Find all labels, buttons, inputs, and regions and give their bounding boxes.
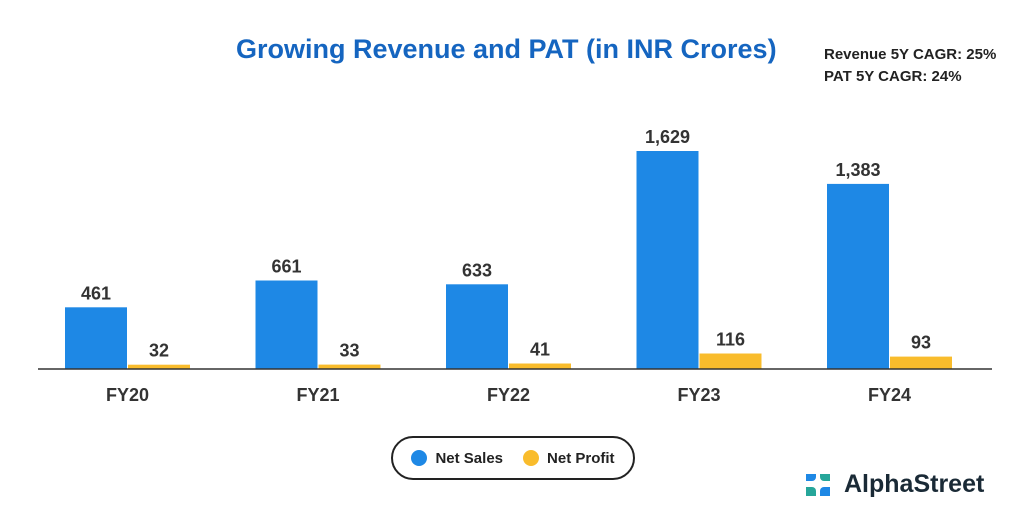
- value-label-net-profit-fy21: 33: [339, 341, 359, 361]
- pat-cagr: PAT 5Y CAGR: 24%: [824, 68, 962, 85]
- bar-net-profit-fy22: [509, 363, 571, 369]
- legend-item-net-sales: Net Sales: [411, 450, 503, 467]
- cagr-summary: Revenue 5Y CAGR: 25% PAT 5Y CAGR: 24%: [824, 44, 996, 88]
- brand-name: AlphaStreet: [844, 470, 985, 498]
- brand-logo: AlphaStreet: [804, 470, 984, 499]
- bar-net-sales-fy24: [827, 183, 889, 369]
- bar-net-sales-fy23: [636, 151, 699, 369]
- net-profit-swatch: [523, 450, 540, 466]
- value-label-net-profit-fy20: 32: [149, 341, 169, 361]
- value-label-net-sales-fy22: 633: [462, 260, 492, 280]
- value-label-net-profit-fy24: 93: [911, 333, 931, 353]
- bar-net-profit-fy21: [318, 364, 381, 369]
- legend-label-net-sales: Net Sales: [435, 449, 504, 467]
- x-tick-label-fy23: FY23: [677, 385, 720, 405]
- x-tick-label-fy22: FY22: [487, 385, 530, 405]
- value-label-net-sales-fy20: 461: [81, 283, 111, 303]
- x-tick-label-fy21: FY21: [296, 385, 339, 405]
- legend-item-net-profit: Net Profit: [523, 450, 615, 467]
- value-label-net-profit-fy22: 41: [530, 340, 550, 360]
- value-label-net-profit-fy23: 116: [716, 330, 745, 350]
- bars-group: 461 32 661 33 633 41 1,629 116 1,383 93: [65, 127, 952, 369]
- x-tick-label-fy20: FY20: [106, 385, 149, 405]
- x-tick-label-fy24: FY24: [868, 385, 911, 405]
- bar-net-profit-fy23: [699, 353, 762, 369]
- bar-net-sales-fy21: [255, 280, 318, 369]
- chart-legend: Net Sales Net Profit: [391, 436, 635, 480]
- chart-title: Growing Revenue and PAT (in INR Crores): [236, 34, 777, 64]
- bar-net-sales-fy20: [65, 307, 127, 369]
- revenue-cagr: Revenue 5Y CAGR: 25%: [824, 46, 997, 63]
- value-label-net-sales-fy23: 1,629: [645, 127, 690, 147]
- legend-label-net-profit: Net Profit: [547, 449, 615, 467]
- net-sales-swatch: [411, 450, 428, 466]
- x-axis-ticks: FY20 FY21 FY22 FY23 FY24: [106, 385, 911, 405]
- value-label-net-sales-fy24: 1,383: [835, 160, 880, 180]
- bar-net-profit-fy24: [890, 356, 952, 369]
- bar-net-sales-fy22: [446, 284, 508, 369]
- value-label-net-sales-fy21: 661: [271, 257, 301, 277]
- bar-net-profit-fy20: [128, 364, 190, 369]
- alphastreet-logo-icon: [806, 473, 830, 496]
